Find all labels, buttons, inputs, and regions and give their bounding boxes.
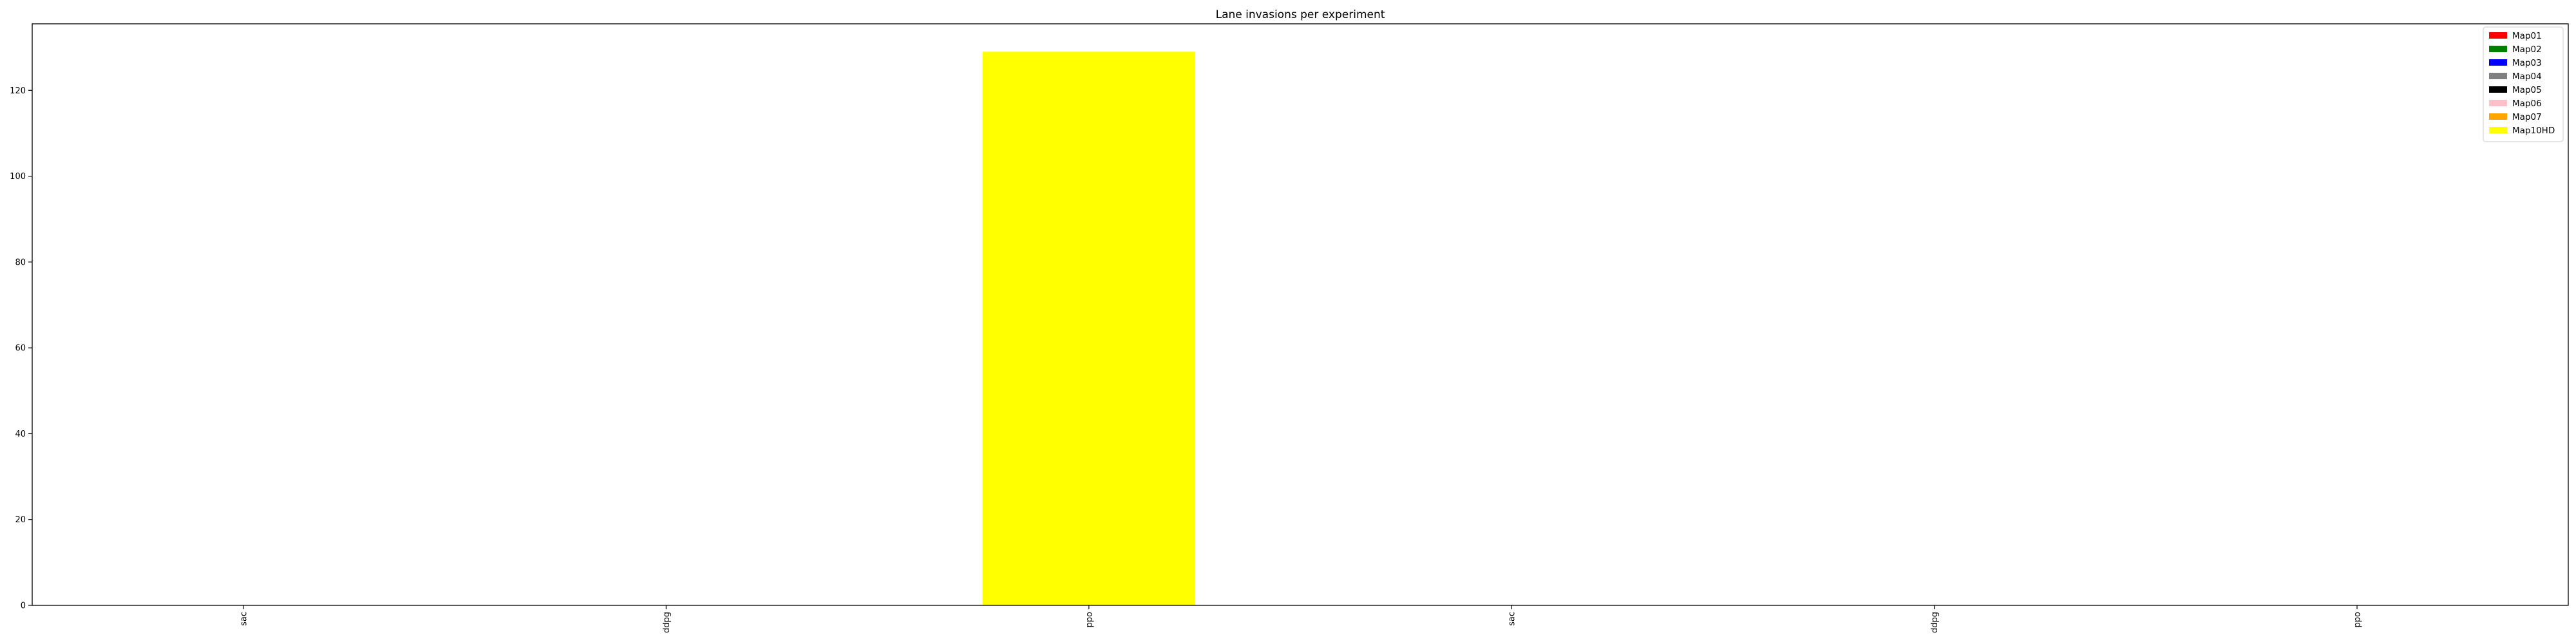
legend-label: Map02	[2512, 44, 2542, 55]
y-tick-label: 120	[10, 86, 26, 96]
legend-box	[2483, 26, 2564, 142]
bars-layer	[982, 52, 1195, 606]
plot-frame	[32, 23, 2569, 606]
legend-swatch	[2489, 73, 2507, 79]
legend-swatch	[2489, 86, 2507, 93]
legend-label: Map01	[2512, 31, 2542, 41]
legend: Map01 Map02 Map03 Map04 Map05 Map06 Map07 Map10…	[2483, 26, 2564, 142]
legend-label: Map03	[2512, 58, 2542, 68]
legend-label: Map05	[2512, 85, 2542, 95]
legend-swatch	[2489, 46, 2507, 52]
x-tick-label: ddpg	[662, 612, 672, 633]
x-tick-label: ddpg	[1930, 612, 1940, 633]
legend-swatch	[2489, 32, 2507, 39]
legend-label: Map10HD	[2512, 126, 2555, 136]
x-tick-label: sac	[240, 612, 249, 626]
x-tick-label: ppo	[1084, 612, 1094, 628]
x-axis: sac ddpg ppo sac ddpg ppo	[240, 605, 2363, 633]
y-tick-label: 20	[15, 515, 26, 525]
legend-swatch	[2489, 59, 2507, 66]
chart-title: Lane invasions per experiment	[1216, 8, 1385, 21]
x-tick-label: ppo	[2353, 612, 2363, 628]
y-tick-label: 40	[15, 430, 26, 439]
legend-swatch	[2489, 113, 2507, 120]
legend-swatch	[2489, 127, 2507, 133]
x-tick-label: sac	[1508, 612, 1517, 626]
y-tick-label: 80	[15, 258, 26, 267]
y-tick-label: 60	[15, 344, 26, 354]
y-axis: 0 20 40 60 80 100 120	[10, 86, 32, 611]
y-tick-label: 100	[10, 172, 26, 182]
legend-label: Map07	[2512, 112, 2542, 122]
legend-label: Map06	[2512, 99, 2542, 109]
bar-map10hd-ppo	[982, 52, 1195, 606]
y-tick-label: 0	[21, 601, 26, 611]
legend-swatch	[2489, 100, 2507, 106]
legend-label: Map04	[2512, 71, 2542, 82]
